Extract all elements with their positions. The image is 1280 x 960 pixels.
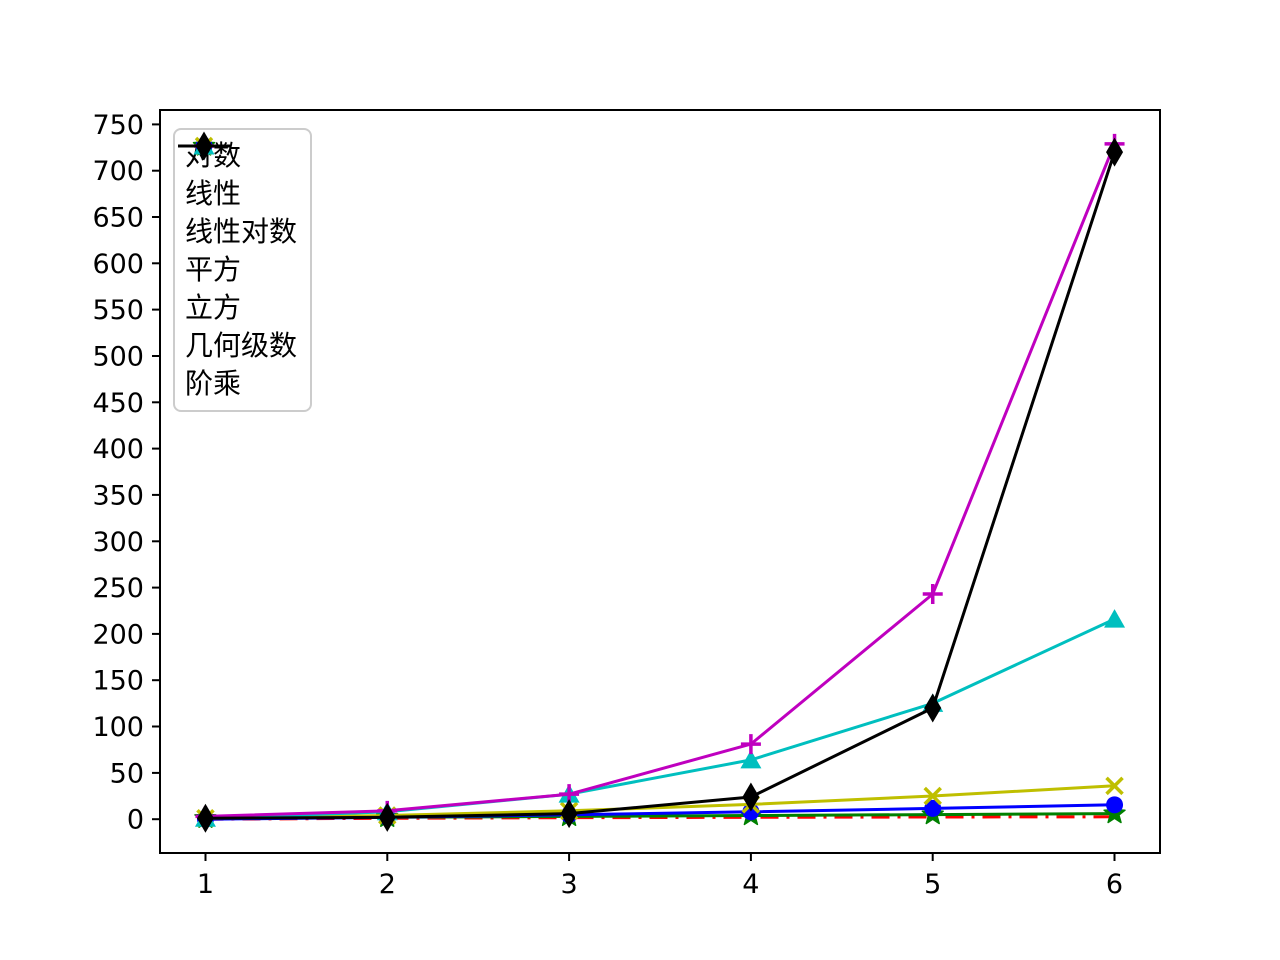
y-tick-label: 500 bbox=[92, 342, 144, 373]
y-tick-label: 150 bbox=[92, 666, 144, 697]
x-tick-label: 5 bbox=[924, 869, 941, 900]
legend-item-linearithmic: 线性对数 bbox=[178, 137, 298, 251]
legend-label-geometric: 几何级数 bbox=[185, 329, 298, 362]
x-tick-label: 6 bbox=[1106, 869, 1123, 900]
series-line-factorial bbox=[205, 151, 1116, 820]
legend-label-cube: 立方 bbox=[185, 291, 242, 324]
y-tick-label: 350 bbox=[92, 480, 144, 511]
y-tick-label: 550 bbox=[92, 295, 144, 326]
legend-item-linear: 线性 bbox=[178, 134, 297, 213]
legend-label-linearithmic: 线性对数 bbox=[185, 215, 298, 248]
triangle-marker-cube bbox=[740, 749, 762, 769]
legend-item-factorial: 阶乘 bbox=[178, 131, 297, 403]
x-tick-label: 4 bbox=[742, 869, 759, 900]
y-tick-label: 650 bbox=[92, 203, 144, 234]
legend: 对数 线性 线性对数 平方 立方 几何级数 阶乘 bbox=[173, 128, 313, 412]
legend-item-square: 平方 bbox=[178, 136, 297, 289]
plot-area bbox=[159, 109, 1161, 854]
y-tick-label: 750 bbox=[92, 110, 144, 141]
y-tick-label: 100 bbox=[92, 712, 144, 743]
series-line-cube bbox=[205, 617, 1116, 820]
y-tick-label: 50 bbox=[110, 758, 144, 789]
y-tick-label: 300 bbox=[92, 527, 144, 558]
y-tick-label: 450 bbox=[92, 388, 144, 419]
diamond-marker-factorial bbox=[1106, 137, 1124, 167]
plus-marker-geometric bbox=[740, 734, 761, 755]
y-tick-label: 200 bbox=[92, 619, 144, 650]
diamond-marker-factorial bbox=[560, 799, 578, 829]
diamond-marker-factorial bbox=[378, 802, 396, 832]
legend-label-factorial: 阶乘 bbox=[185, 367, 242, 400]
y-tick-label: 400 bbox=[92, 434, 144, 465]
legend-sample-factorial bbox=[178, 131, 230, 161]
legend-item-cube: 立方 bbox=[178, 136, 297, 327]
diamond-marker-factorial bbox=[924, 693, 942, 723]
legend-label-linear: 线性 bbox=[185, 177, 242, 210]
x-marker-square bbox=[1105, 776, 1124, 796]
circle-marker-linearithmic bbox=[924, 799, 942, 817]
legend-item-geometric: 几何级数 bbox=[178, 136, 298, 365]
legend-label-square: 平方 bbox=[185, 253, 242, 286]
x-tick-label: 3 bbox=[561, 869, 578, 900]
y-tick-label: 600 bbox=[92, 249, 144, 280]
series-line-geometric bbox=[205, 143, 1116, 818]
circle-marker-linearithmic bbox=[1106, 796, 1124, 814]
plus-marker-geometric bbox=[922, 584, 943, 605]
y-tick-label: 700 bbox=[92, 156, 144, 187]
x-tick-label: 1 bbox=[197, 869, 214, 900]
diamond-marker-factorial bbox=[196, 803, 214, 833]
x-tick-label: 2 bbox=[379, 869, 396, 900]
y-tick-label: 250 bbox=[92, 573, 144, 604]
x-marker-square bbox=[923, 786, 942, 806]
y-tick-label: 0 bbox=[127, 805, 144, 836]
diamond-marker-factorial-legend bbox=[195, 131, 213, 161]
triangle-marker-cube bbox=[1104, 609, 1126, 628]
diamond-marker-factorial bbox=[742, 782, 760, 812]
